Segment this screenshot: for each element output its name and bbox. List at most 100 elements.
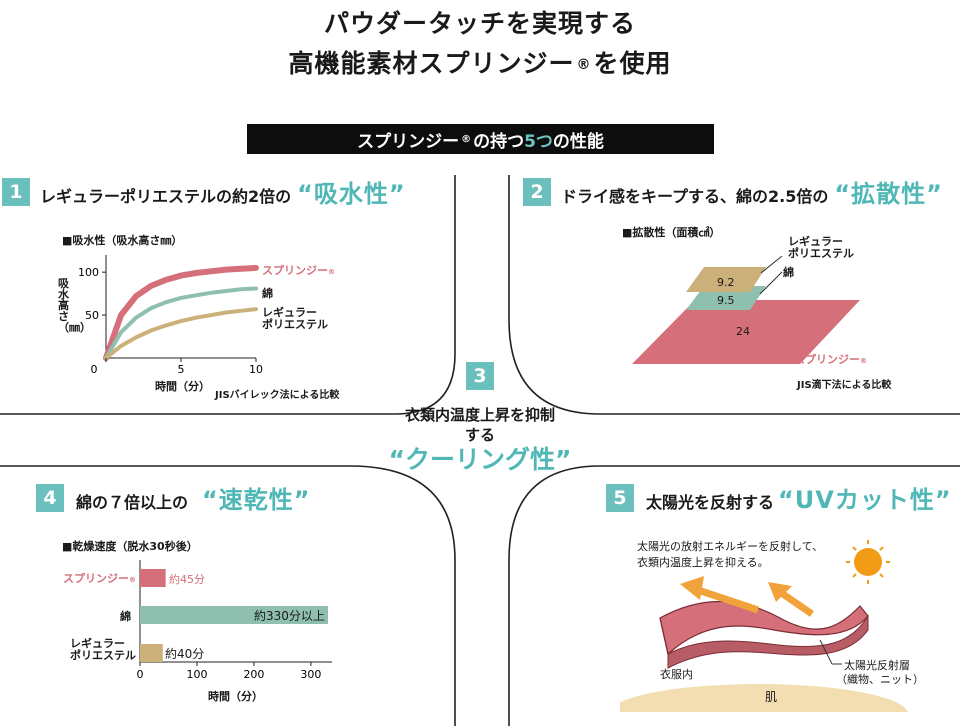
title-line-1: パウダータッチを実現する (323, 9, 636, 38)
banner-teal: 5つ (524, 131, 553, 152)
chart1-xlabel: 時間（分） (155, 380, 210, 393)
chart4-cat-springy-text: スプリンジー (63, 572, 129, 585)
skin-shape (620, 684, 908, 712)
section-2-number: 2 (523, 178, 551, 206)
section-5-heading-text: 太陽光を反射する (646, 493, 775, 512)
banner-reg: ® (461, 133, 472, 145)
arrow-right (778, 589, 814, 617)
chart4-bar-0 (140, 569, 166, 587)
section-4-number: 4 (36, 484, 64, 512)
chart4-bar-1 (140, 606, 328, 624)
banner-pre: スプリンジー (357, 131, 460, 152)
chart1-legend-cotton: 綿 (262, 287, 273, 300)
chart2-label-reg: ® (860, 357, 867, 365)
chart4-cat-regular: レギュラー ポリエステル (70, 638, 136, 662)
chart2-label-springy-text: スプリンジー (794, 353, 860, 366)
banner-post: の性能 (552, 131, 604, 152)
uv-desc-2: 衣類内温度上昇を抑える。 (637, 556, 769, 569)
chart1-series-2 (104, 307, 258, 360)
regular-area-value: 9.2 (717, 276, 735, 289)
chart1-xtick-label: 0 (91, 363, 98, 376)
chart4-value-springy-text: 約45分 (169, 573, 205, 586)
section-1-quote: “吸水性” (297, 180, 406, 208)
chart2-title: ■拡散性（面積㎠） (622, 226, 721, 239)
section-4-heading-text: 綿の７倍以上の (76, 493, 189, 512)
chart2-label-regular-1: レギュラー (788, 235, 843, 248)
title-line-2: 高機能素材スプリンジー ®を使用 (0, 44, 960, 80)
chart1-series-1 (104, 286, 258, 360)
section-5-quote: “UVカット性” (778, 486, 952, 514)
chart4-cat-reg: ® (129, 576, 136, 584)
chart2-note: JIS滴下法による比較 (797, 380, 892, 391)
registered-mark: ® (576, 57, 592, 73)
chart1-legend-springy-label: スプリンジー (262, 264, 328, 277)
chart1-xtick-label: 5 (178, 363, 185, 376)
title-line-2-main: 高機能素材スプリンジー (288, 49, 575, 78)
arrowhead-left (680, 576, 704, 600)
section-3-quote: “クーリング性” (388, 445, 572, 474)
chart1-xtick-label: 10 (249, 363, 263, 376)
chart1-ytick-label: 50 (85, 309, 99, 322)
chart4-xtick-label: 100 (186, 668, 207, 681)
arrowhead-right (768, 582, 792, 602)
title-line-2-end: を使用 (593, 49, 672, 78)
uv-layer-label-1: 太陽光反射層 (844, 659, 910, 672)
divider-top-right (508, 175, 960, 415)
chart1-plot: 0 5 10 100 50 (78, 255, 263, 376)
cotton-area-value: 9.5 (717, 294, 735, 307)
chart1-note: JISバイレック法による比較 (215, 390, 340, 401)
regular-area (686, 267, 766, 292)
leader-cotton (759, 271, 783, 295)
chart1-ytick-label: 100 (78, 266, 99, 279)
section-5-heading: 太陽光を反射する “UVカット性” (646, 480, 952, 515)
uv-diagram (620, 540, 908, 712)
section-1-number: 1 (2, 178, 30, 206)
chart1-legend-regular-2: ポリエステル (262, 318, 328, 331)
section-3-line-2: する (464, 426, 495, 444)
chart4-value-regular: 約40分 (165, 647, 205, 661)
chart4-xlabel: 時間（分） (208, 690, 263, 703)
section-1-heading: レギュラーポリエステルの約2倍の “吸水性” (40, 174, 406, 209)
chart4-svg: 0 100 200 300 (137, 560, 332, 681)
leader-regular (760, 255, 783, 274)
arrow-left (696, 586, 760, 614)
chart4-value-cotton: 約330分以上 (254, 609, 325, 623)
fabric-edge (659, 617, 669, 655)
divider-bottom-left (0, 465, 456, 726)
chart4-bar-2 (140, 644, 163, 662)
section-1-heading-text: レギュラーポリエステルの約2倍の (40, 187, 292, 206)
chart4-cat-springy: スプリンジー® (63, 570, 136, 586)
chart1-svg: 0 5 10 100 50 (78, 255, 263, 376)
chart1-title: ■吸水性（吸水高さ㎜） (62, 234, 183, 247)
springy-area (632, 300, 860, 364)
sun-icon (846, 540, 890, 584)
chart4-cat-cotton: 綿 (120, 610, 131, 623)
chart4-xtick-label: 300 (300, 668, 321, 681)
chart4-title: ■乾燥速度（脱水30秒後） (62, 540, 198, 553)
reflection-arrows (696, 586, 814, 617)
banner-mid: の持つ (473, 131, 525, 152)
divider-bottom-right (508, 465, 960, 726)
springy-area-value: 24 (736, 325, 750, 338)
chart4-cat-regular-1: レギュラー (70, 637, 125, 650)
section-3-line-1: 衣類内温度上昇を抑制 (404, 406, 555, 424)
diffusion-diagram (632, 255, 860, 364)
chart2-label-springy: スプリンジー® (794, 351, 867, 367)
chart2-label-regular: レギュラー ポリエステル (788, 236, 854, 260)
chart4-xtick-label: 0 (137, 668, 144, 681)
chart4-plot: 0 100 200 300 (137, 560, 332, 681)
chart1-legend-regular: レギュラー ポリエステル (262, 307, 328, 331)
uv-desc-1: 太陽光の放射エネルギーを反射して、 (637, 540, 824, 553)
chart2-label-cotton: 綿 (783, 266, 794, 279)
section-4-quote: “速乾性” (202, 486, 311, 514)
chart1-legend-reg: ® (328, 268, 335, 276)
features-banner: スプリンジー ® の持つ 5つ の性能 (247, 124, 714, 154)
uv-skin-label: 肌 (765, 690, 778, 704)
chart1-series-0 (103, 264, 259, 361)
fabric-bottom (667, 614, 869, 669)
chart1-legend-springy: スプリンジー® (262, 262, 335, 278)
chart2-label-regular-2: ポリエステル (788, 247, 854, 260)
section-4-heading: 綿の７倍以上の “速乾性” (76, 480, 311, 515)
chart4-cat-regular-2: ポリエステル (70, 649, 136, 662)
